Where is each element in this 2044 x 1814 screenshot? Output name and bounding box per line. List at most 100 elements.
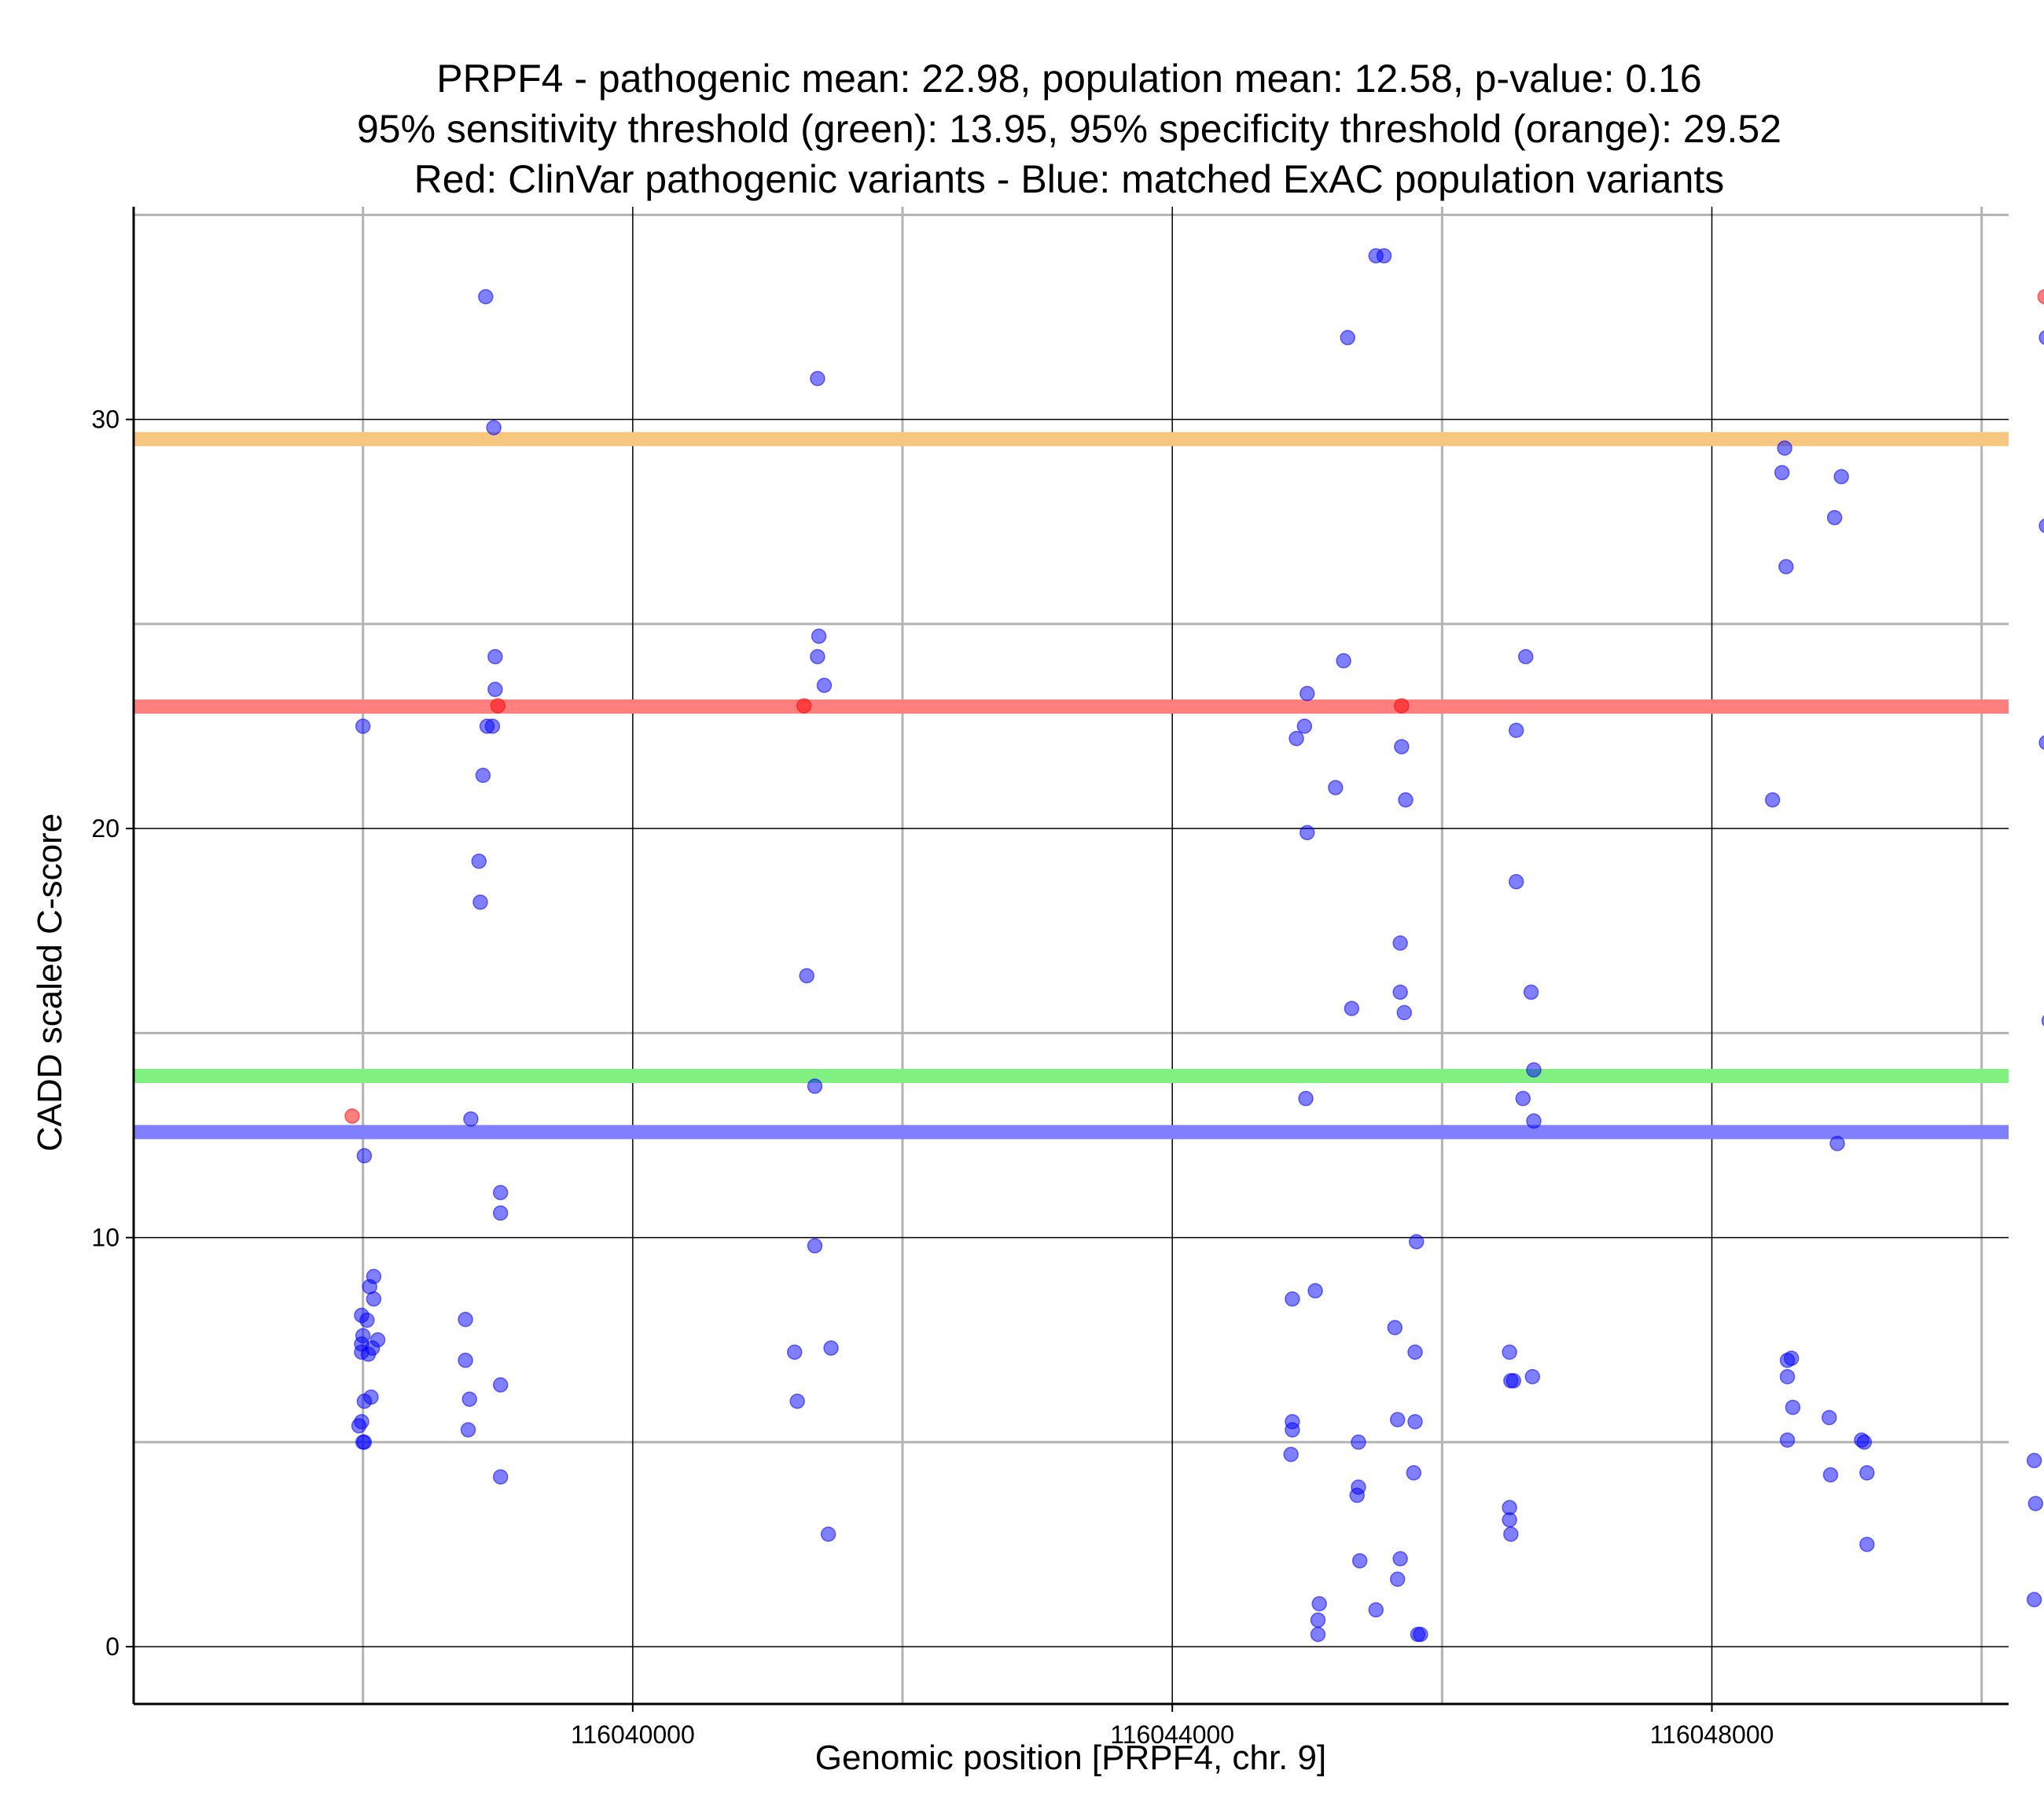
title-line-3: Red: ClinVar pathogenic variants - Blue:…: [414, 157, 1725, 201]
population-point-55: [1394, 739, 1410, 755]
population-point-126: [2026, 1452, 2042, 1469]
population-point-59: [1392, 935, 1408, 951]
population-point-47: [820, 1526, 836, 1542]
population-point-71: [1407, 1414, 1423, 1430]
major-gridlines: [134, 207, 2009, 1704]
population-point-91: [1526, 1062, 1542, 1078]
population-point-5: [366, 1269, 382, 1284]
pathogenic-point-3: [1394, 698, 1410, 714]
population-point-53: [1296, 718, 1313, 734]
x-axis-ticks: 116040000 116044000 116048000: [571, 1704, 1774, 1749]
population-point-109: [1779, 1353, 1796, 1368]
population-point-84: [1310, 1626, 1326, 1643]
population-point-123: [2041, 1015, 2044, 1027]
population-point-96: [1505, 1373, 1522, 1389]
population-point-70: [1389, 1412, 1406, 1428]
population-point-44: [823, 1340, 839, 1356]
population-point-83: [1310, 1612, 1326, 1629]
reference-lines: [134, 431, 2009, 1140]
population-point-62: [1396, 1004, 1413, 1021]
title-line-1: PRPF4 - pathogenic mean: 22.98, populati…: [436, 57, 1701, 101]
population-point-100: [1503, 1526, 1519, 1542]
population-point-24: [484, 718, 501, 734]
population-point-29: [492, 1184, 509, 1201]
population-point-25: [475, 767, 491, 784]
population-point-78: [1392, 1551, 1408, 1566]
population-point-67: [1387, 1320, 1403, 1335]
population-point-99: [1502, 1512, 1517, 1528]
population-point-104: [1826, 509, 1843, 526]
population-point-22: [487, 681, 503, 697]
population-point-66: [1307, 1283, 1323, 1299]
x-axis-title: Genomic position [PRPF4, chr. 9]: [815, 1739, 1327, 1777]
population-point-45: [787, 1344, 803, 1360]
population-point-36: [492, 1469, 509, 1485]
population-point-18: [356, 1434, 373, 1450]
population-point-41: [799, 968, 814, 984]
population-point-128: [2026, 1592, 2042, 1608]
population-point-92: [1515, 1090, 1531, 1107]
pathogenic-point-1: [490, 698, 506, 714]
pathogenic-point-0: [344, 1108, 360, 1124]
population-point-65: [1285, 1291, 1300, 1307]
population-point-35: [492, 1377, 509, 1393]
x-tick-label-1: 116044000: [1110, 1720, 1234, 1749]
population-point-19: [478, 288, 494, 305]
population-point-3: [359, 1313, 375, 1328]
population-point-86: [1413, 1626, 1428, 1643]
population-point-77: [1349, 1487, 1366, 1504]
population-point-39: [810, 648, 825, 665]
population-point-6: [366, 1291, 382, 1307]
population-point-16: [351, 1418, 367, 1434]
population-point-0: [355, 718, 371, 734]
population-point-102: [1774, 465, 1790, 481]
population-point-75: [1406, 1465, 1422, 1481]
population-point-111: [1785, 1399, 1801, 1416]
population-point-43: [807, 1238, 823, 1254]
population-point-49: [1376, 248, 1392, 264]
population-point-33: [461, 1391, 477, 1407]
population-point-54: [1289, 730, 1304, 747]
population-point-40: [816, 677, 833, 693]
population-point-14: [356, 1394, 373, 1409]
population-point-112: [1822, 1409, 1837, 1426]
population-point-68: [1407, 1344, 1423, 1360]
population-point-72: [1285, 1422, 1300, 1438]
population-point-30: [492, 1205, 509, 1221]
population-point-20: [486, 420, 502, 435]
y-tick-label-3: 30: [91, 406, 119, 434]
population-point-93: [1526, 1113, 1542, 1129]
population-point-12: [360, 1346, 377, 1362]
axes: [132, 207, 2009, 1706]
population-point-63: [1298, 1090, 1314, 1107]
x-tick-label-0: 116040000: [571, 1720, 695, 1749]
population-point-34: [460, 1422, 476, 1438]
population-point-82: [1368, 1602, 1384, 1618]
population-point-87: [1517, 648, 1534, 665]
population-point-61: [1344, 1001, 1360, 1016]
y-tick-label-0: 0: [105, 1632, 119, 1661]
population-point-60: [1392, 984, 1408, 1001]
population-point-110: [1779, 1368, 1796, 1385]
population-point-1: [356, 1148, 373, 1164]
population-point-58: [1300, 824, 1315, 841]
population-point-97: [1524, 1368, 1541, 1385]
population-point-50: [1340, 329, 1355, 346]
population-point-46: [789, 1394, 805, 1409]
pathogenic-point-4: [2037, 288, 2044, 305]
population-point-64: [1409, 1234, 1425, 1250]
population-point-37: [810, 370, 825, 387]
y-tick-label-1: 10: [91, 1224, 119, 1252]
population-point-103: [1833, 468, 1849, 485]
x-tick-label-2: 116048000: [1650, 1720, 1774, 1749]
population-point-31: [458, 1311, 473, 1327]
population-point-52: [1300, 685, 1315, 702]
population-point-106: [1764, 791, 1781, 808]
chart-title: PRPF4 - pathogenic mean: 22.98, populati…: [357, 57, 1781, 201]
pathogenic-point-2: [796, 698, 812, 714]
population-point-120: [2038, 518, 2044, 534]
population-point-105: [1778, 559, 1794, 575]
population-point-32: [458, 1353, 473, 1368]
y-axis-title: CADD scaled C-score: [31, 813, 69, 1151]
